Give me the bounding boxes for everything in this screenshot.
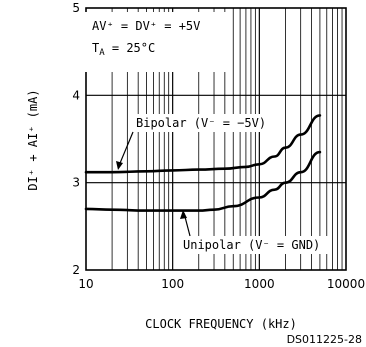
y-axis-label: DI⁺ + AI⁺ (mA) [26, 89, 40, 190]
tick-labels: 10 100 1000 10000 2 3 4 5 [72, 1, 365, 291]
y-tick-label: 2 [72, 263, 80, 277]
conditions-line1: AV⁺ = DV⁺ = +5V [92, 19, 200, 33]
x-tick-label: 10 [78, 277, 93, 291]
conditions-box [82, 12, 232, 72]
bipolar-arrow [117, 131, 134, 169]
x-tick-label: 10000 [327, 277, 365, 291]
unipolar-annotation: Unipolar (V⁻ = GND) [183, 238, 320, 252]
series-line-1 [84, 150, 322, 212]
figure-id: DS011225-28 [287, 333, 362, 346]
plot-frame [85, 7, 347, 271]
x-axis-label: CLOCK FREQUENCY (kHz) [145, 317, 297, 331]
y-tick-label: 4 [72, 88, 80, 102]
x-tick-label: 1000 [244, 277, 275, 291]
series-line-0 [84, 114, 322, 174]
x-tick-label: 100 [161, 277, 184, 291]
bipolar-label-bg [130, 114, 278, 132]
bipolar-annotation: Bipolar (V⁻ = −5V) [136, 116, 266, 130]
unipolar-arrowhead [180, 210, 187, 219]
y-tick-label: 5 [72, 1, 80, 15]
unipolar-label-bg [180, 236, 332, 254]
y-tick-label: 3 [72, 176, 80, 190]
bipolar-arrowhead [116, 161, 123, 170]
conditions-line2: TA = 25°C [92, 41, 155, 58]
series-group [84, 114, 322, 212]
